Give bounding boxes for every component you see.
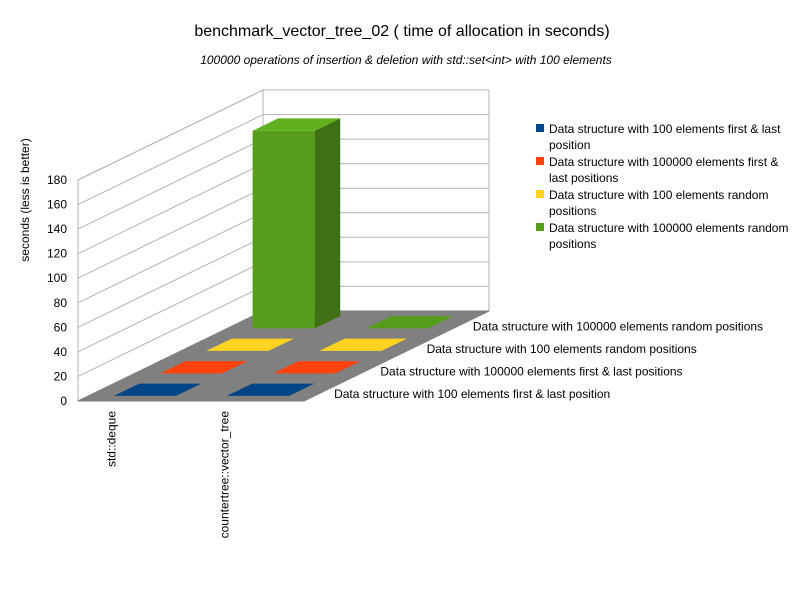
bar-top-face: [365, 316, 454, 329]
y-tick-label: 60: [54, 320, 68, 334]
legend-item: Data structure with 100 elements random …: [536, 187, 798, 219]
bar: [273, 361, 361, 374]
chart-title: benchmark_vector_tree_02 ( time of alloc…: [194, 23, 609, 40]
bar: [113, 383, 202, 396]
legend-item: Data structure with 100000 elements rand…: [536, 220, 798, 252]
bar: [319, 338, 407, 351]
legend: Data structure with 100 elements first &…: [536, 121, 798, 253]
category-label: countertree::vector_tree: [218, 411, 232, 539]
y-tick-label: 20: [54, 369, 68, 383]
y-axis-ticks: 0 20 40 60 80 100 120 140 160 180: [47, 173, 67, 408]
category-axis-labels: std::deque countertree::vector_tree: [105, 411, 232, 539]
legend-swatch: [536, 157, 544, 165]
grid-line: [77, 114, 489, 206]
floor: [77, 310, 490, 402]
chart-floor: [77, 310, 490, 402]
y-tick-label: 140: [47, 222, 67, 236]
legend-swatch: [536, 190, 544, 198]
bar-side-face: [314, 118, 341, 329]
legend-label: Data structure with 100 elements random …: [549, 188, 769, 218]
y-tick-label: 0: [60, 394, 67, 408]
legend-label: Data structure with 100 elements first &…: [549, 122, 781, 152]
bar-top-face: [273, 361, 361, 374]
y-tick-label: 40: [54, 345, 68, 359]
legend-item: Data structure with 100 elements first &…: [536, 121, 798, 153]
legend-swatch: [536, 223, 544, 231]
depth-axis-label: Data structure with 100000 elements rand…: [473, 319, 763, 333]
depth-axis-label: Data structure with 100 elements random …: [427, 342, 697, 356]
depth-axis-label: Data structure with 100 elements first &…: [334, 387, 610, 401]
legend-swatch: [536, 124, 544, 132]
bar: [365, 316, 454, 329]
y-tick-label: 100: [47, 271, 67, 285]
category-label: std::deque: [105, 411, 119, 467]
bar-top-face: [206, 338, 294, 351]
y-tick-label: 160: [47, 198, 67, 212]
y-tick-label: 180: [47, 173, 67, 187]
y-tick-label: 120: [47, 247, 67, 261]
legend-item: Data structure with 100000 elements firs…: [536, 154, 798, 186]
bar-top-face: [319, 338, 407, 351]
depth-axis-labels: Data structure with 100 elements first &…: [334, 319, 763, 401]
bar-marks: [113, 118, 454, 396]
bar-top-face: [226, 383, 315, 396]
bar-top-face: [160, 361, 248, 374]
bar-top-face: [252, 118, 341, 131]
bar: [206, 338, 294, 351]
grid-line: [77, 89, 489, 181]
y-axis-label: seconds (less is better): [18, 138, 32, 261]
legend-label: Data structure with 100000 elements firs…: [549, 155, 779, 185]
bar: [160, 361, 248, 374]
bar-front-face: [252, 130, 315, 329]
chart-subtitle: 100000 operations of insertion & deletio…: [200, 53, 612, 67]
y-tick-label: 80: [54, 296, 68, 310]
legend-label: Data structure with 100000 elements rand…: [549, 221, 789, 251]
depth-axis-label: Data structure with 100000 elements firs…: [380, 364, 682, 378]
bar: [252, 118, 341, 329]
bar: [226, 383, 315, 396]
bar-top-face: [113, 383, 202, 396]
